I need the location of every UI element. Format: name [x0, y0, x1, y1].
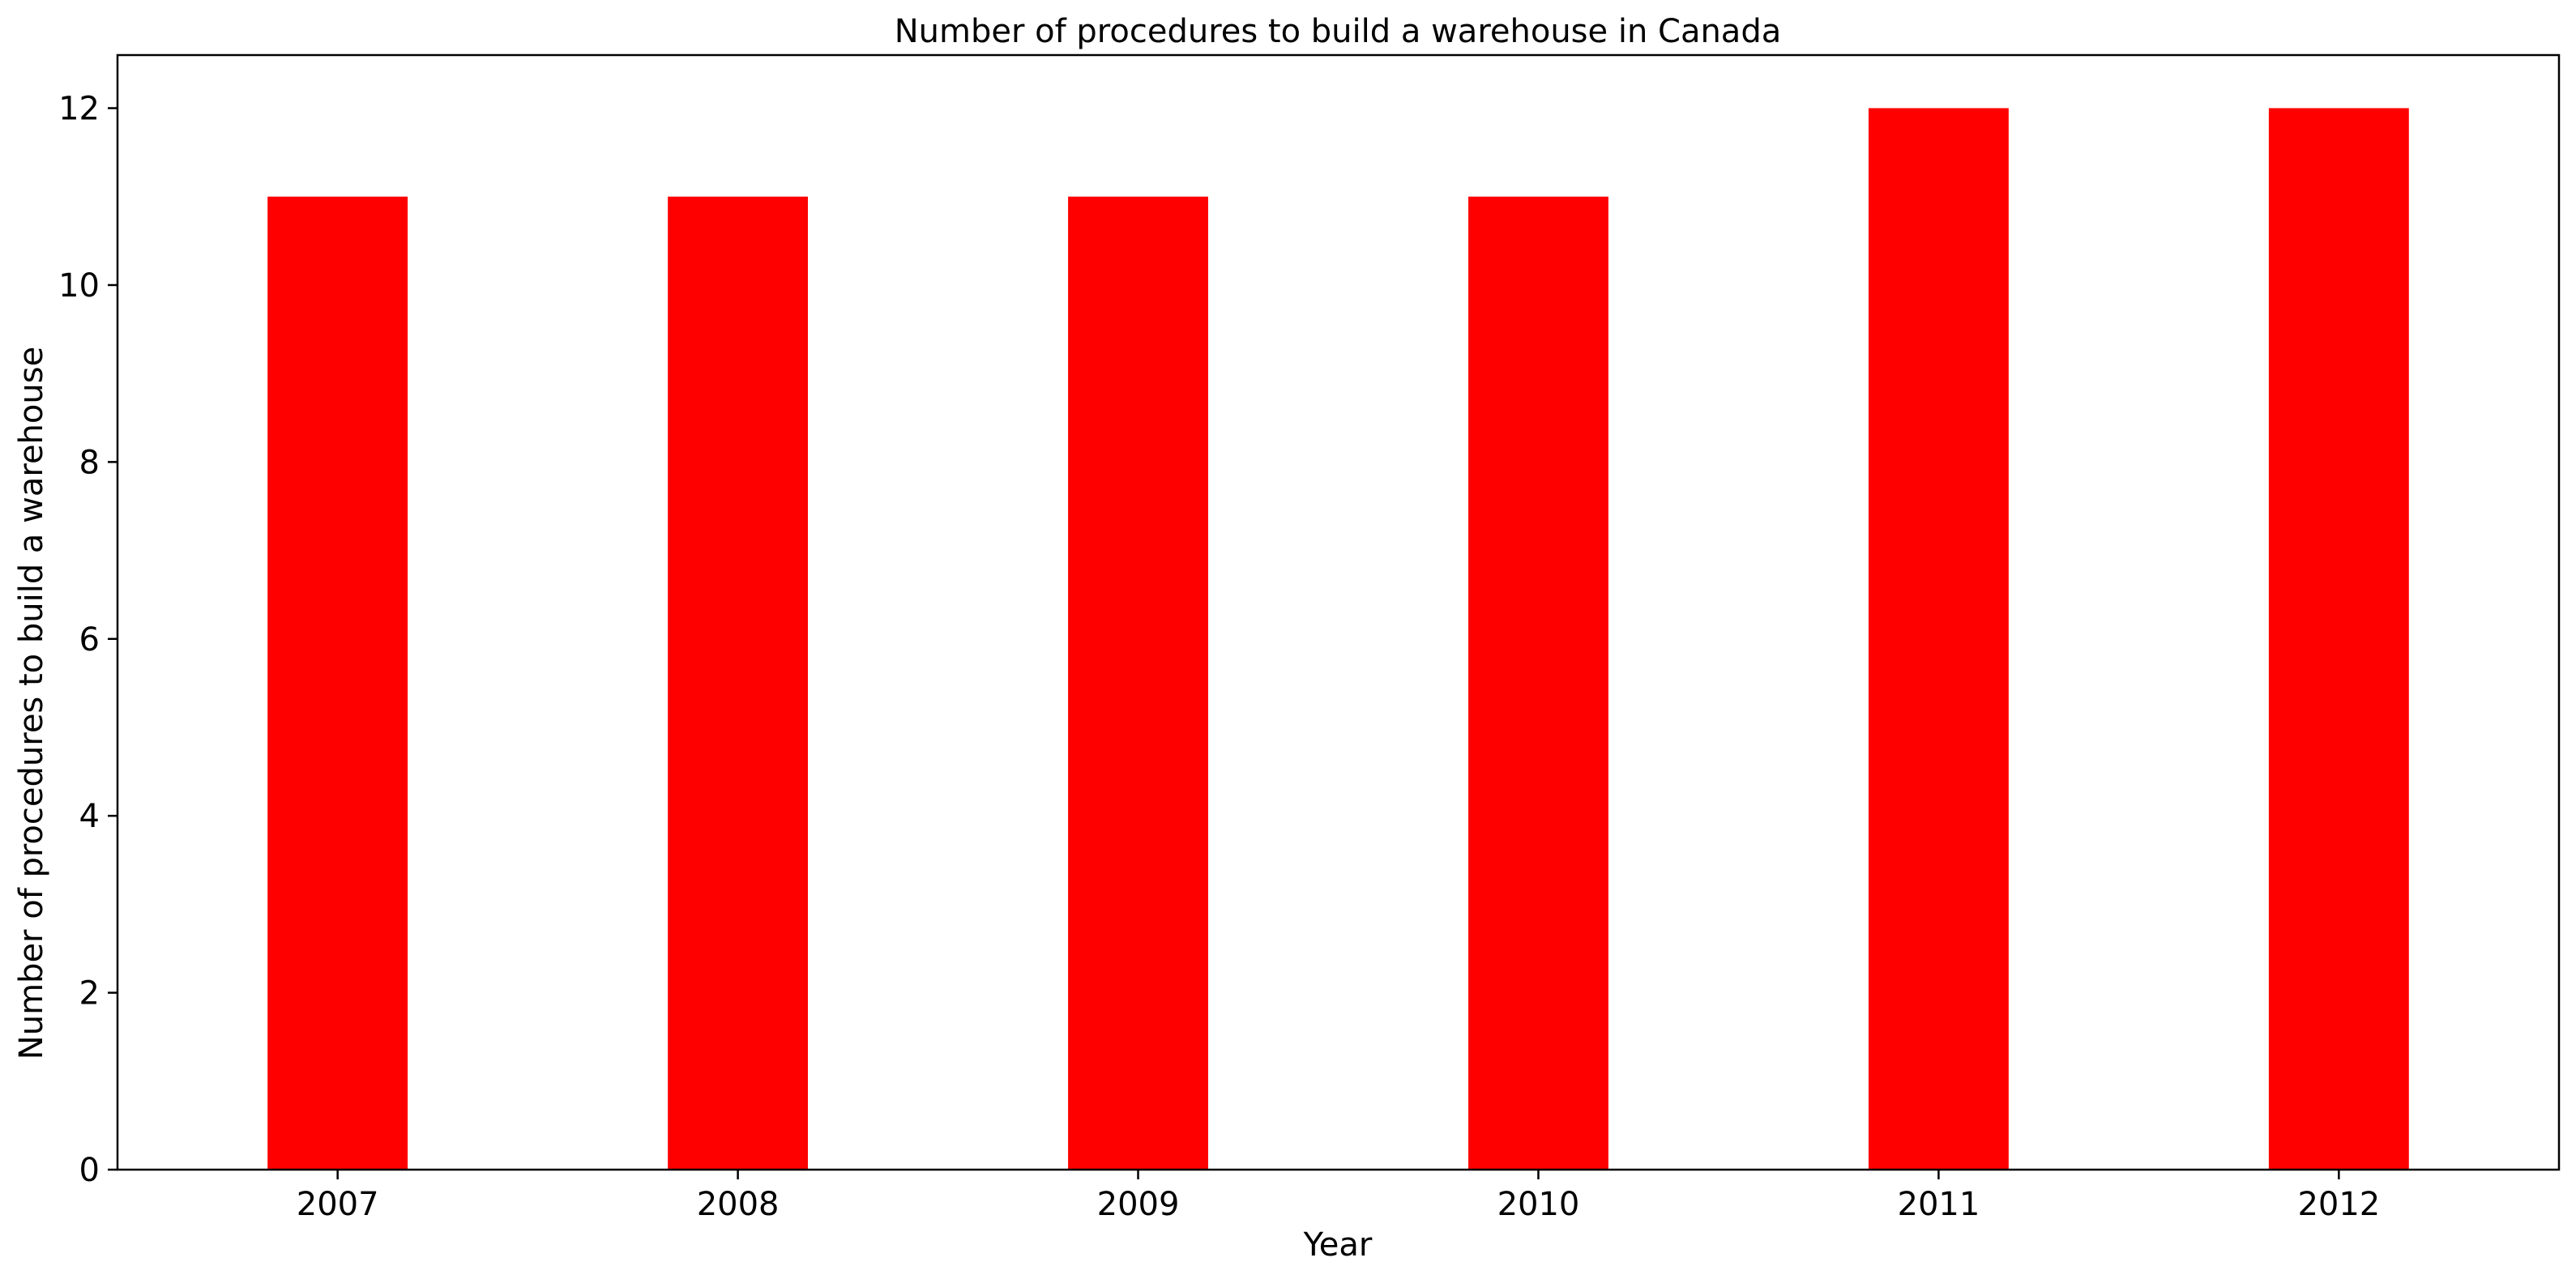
y-tick-label: 2	[79, 975, 100, 1013]
x-tick-label: 2008	[697, 1186, 780, 1223]
x-axis: 2007 2008 2009 2010 2011 2012	[297, 1170, 2380, 1223]
y-axis-label: Number of procedures to build a warehous…	[13, 347, 50, 1059]
bar-2012	[2268, 108, 2409, 1170]
x-tick-label: 2012	[2297, 1186, 2380, 1223]
y-tick-label: 8	[79, 444, 100, 481]
y-tick-label: 10	[58, 267, 100, 305]
y-axis: 0 2 4 6 8 10 12	[58, 91, 117, 1189]
y-tick-label: 0	[79, 1152, 100, 1189]
bar-2007	[267, 196, 408, 1170]
bar-2009	[1068, 196, 1208, 1170]
x-tick-label: 2010	[1497, 1186, 1580, 1223]
y-tick-label: 6	[79, 621, 100, 659]
x-tick-label: 2011	[1898, 1186, 1980, 1223]
y-tick-label: 12	[58, 91, 100, 128]
chart-title: Number of procedures to build a warehous…	[895, 13, 1781, 50]
bars-layer	[267, 108, 2409, 1170]
y-tick-label: 4	[79, 798, 100, 835]
x-tick-label: 2007	[297, 1186, 379, 1223]
x-tick-label: 2009	[1097, 1186, 1180, 1223]
bar-2011	[1868, 108, 2009, 1170]
x-axis-label: Year	[1303, 1226, 1373, 1264]
plot-area-frame	[116, 53, 2561, 1171]
bar-2010	[1468, 196, 1608, 1170]
bar-2008	[668, 196, 809, 1170]
